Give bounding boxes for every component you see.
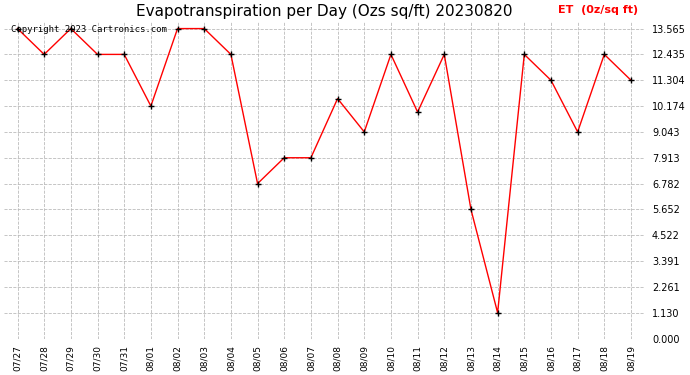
- ET  (0z/sq ft): [67, 26, 75, 31]
- ET  (0z/sq ft): [600, 52, 609, 57]
- ET  (0z/sq ft): [520, 52, 529, 57]
- ET  (0z/sq ft): [387, 52, 395, 57]
- ET  (0z/sq ft): [173, 26, 181, 31]
- ET  (0z/sq ft): [440, 52, 449, 57]
- ET  (0z/sq ft): [467, 207, 475, 212]
- Title: Evapotranspiration per Day (Ozs sq/ft) 20230820: Evapotranspiration per Day (Ozs sq/ft) 2…: [136, 4, 513, 19]
- Line: ET  (0z/sq ft): ET (0z/sq ft): [14, 25, 635, 316]
- ET  (0z/sq ft): [13, 26, 21, 31]
- ET  (0z/sq ft): [280, 156, 288, 160]
- ET  (0z/sq ft): [40, 52, 48, 57]
- ET  (0z/sq ft): [573, 130, 582, 134]
- ET  (0z/sq ft): [546, 78, 555, 82]
- ET  (0z/sq ft): [307, 156, 315, 160]
- ET  (0z/sq ft): [200, 26, 208, 31]
- ET  (0z/sq ft): [493, 310, 502, 315]
- ET  (0z/sq ft): [413, 110, 422, 114]
- ET  (0z/sq ft): [333, 96, 342, 101]
- Text: ET  (0z/sq ft): ET (0z/sq ft): [558, 5, 638, 15]
- ET  (0z/sq ft): [253, 182, 262, 186]
- Text: Copyright 2023 Cartronics.com: Copyright 2023 Cartronics.com: [10, 25, 166, 34]
- ET  (0z/sq ft): [627, 78, 635, 82]
- ET  (0z/sq ft): [120, 52, 128, 57]
- ET  (0z/sq ft): [93, 52, 101, 57]
- ET  (0z/sq ft): [360, 130, 368, 134]
- ET  (0z/sq ft): [147, 104, 155, 108]
- ET  (0z/sq ft): [227, 52, 235, 57]
